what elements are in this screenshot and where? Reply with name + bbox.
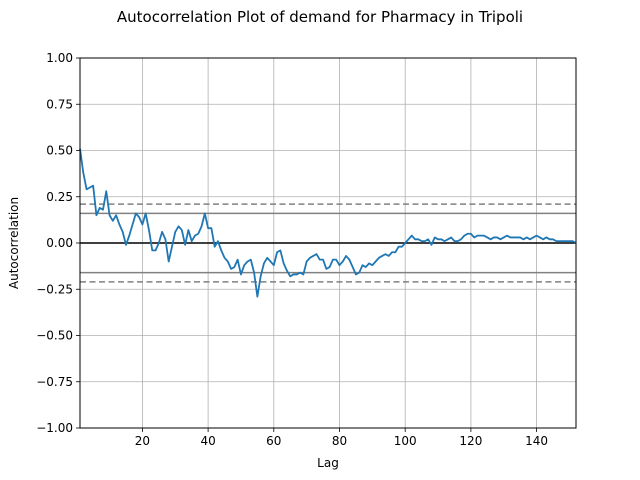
x-tick-label: 60	[266, 434, 281, 448]
y-tick-label: −0.75	[36, 375, 73, 389]
autocorrelation-series-line	[79, 148, 577, 298]
y-axis-ticks: 1.00 0.75 0.50 0.25 0.00 −0.25 −0.50 −0.75 −1.00	[36, 51, 80, 435]
y-tick-label: 0.00	[46, 236, 73, 250]
y-tick-label: 0.50	[46, 144, 73, 158]
x-tick-label: 40	[200, 434, 215, 448]
reference-lines	[80, 203, 576, 283]
x-axis-label: Lag	[317, 456, 339, 470]
y-tick-label: 0.25	[46, 190, 73, 204]
x-tick-label: 80	[332, 434, 347, 448]
y-axis-label: Autocorrelation	[7, 197, 21, 289]
x-tick-label: 140	[525, 434, 548, 448]
y-tick-label: 0.75	[46, 97, 73, 111]
y-tick-label: −0.25	[36, 282, 73, 296]
x-tick-label: 120	[459, 434, 482, 448]
x-tick-label: 100	[394, 434, 417, 448]
series-layer	[79, 148, 577, 298]
y-tick-label: −0.50	[36, 329, 73, 343]
x-axis-ticks: 20 40 60 80 100 120 140	[135, 428, 548, 448]
chart-title: Autocorrelation Plot of demand for Pharm…	[117, 8, 523, 26]
y-tick-label: −1.00	[36, 421, 73, 435]
y-tick-label: 1.00	[46, 51, 73, 65]
x-tick-label: 20	[135, 434, 150, 448]
